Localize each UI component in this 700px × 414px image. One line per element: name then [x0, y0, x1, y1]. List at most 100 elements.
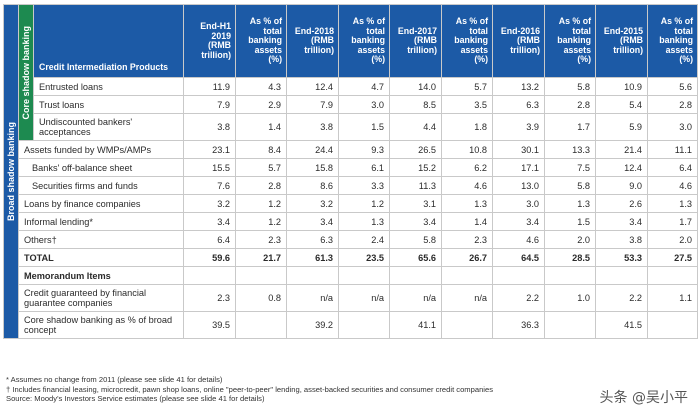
table-cell: 3.0	[492, 194, 545, 213]
table-cell: 27.5	[647, 248, 698, 267]
table-cell: 1.3	[544, 194, 596, 213]
table-cell: 12.4	[595, 158, 648, 177]
table-row: Entrusted loans 11.9 4.3 12.4 4.7 14.0 5.7 13.2…	[4, 77, 698, 96]
footnotes: * Assumes no change from 2011 (please se…	[6, 375, 493, 404]
table-cell: 15.8	[286, 158, 339, 177]
table-cell: 6.4	[647, 158, 698, 177]
table-cell: 41.1	[389, 311, 442, 339]
table-cell: 10.8	[441, 140, 493, 159]
table-cell: 7.9	[286, 95, 339, 114]
table-cell: n/a	[389, 284, 442, 312]
table-cell: 1.7	[544, 113, 596, 141]
table-cell: 39.5	[183, 311, 236, 339]
table-cell: 3.8	[595, 230, 648, 249]
table-cell: 5.8	[544, 77, 596, 96]
header-col: End-2018 (RMB trillion)	[286, 4, 339, 78]
table-cell: 1.3	[647, 194, 698, 213]
table-cell: 3.8	[286, 113, 339, 141]
table-cell: 53.3	[595, 248, 648, 267]
table-row: Assets funded by WMPs/AMPs 23.1 8.4 24.4 9.3…	[4, 140, 698, 159]
table-row: Trust loans 7.9 2.9 7.9 3.0 8.5 3.5 6.3 2.8 5.4 2.…	[4, 95, 698, 114]
table-cell: 2.0	[544, 230, 596, 249]
row-label: Assets funded by WMPs/AMPs	[18, 140, 184, 159]
table-row: Banks' off-balance sheet 15.5 5.7 15.8 6.1 15…	[4, 158, 698, 177]
broad-shadow-banking-label: Broad shadow banking	[3, 4, 19, 339]
row-label: Banks' off-balance sheet	[18, 158, 184, 177]
table-cell: 21.4	[595, 140, 648, 159]
table-cell: 1.3	[441, 194, 493, 213]
memo-row: Credit guaranteed by financial guarantee…	[4, 284, 698, 312]
table-row: Securities firms and funds 7.6 2.8 8.6 3.3 11…	[4, 176, 698, 195]
table-row: Informal lending* 3.4 1.2 3.4 1.3 3.4 1.4 3.4 1.…	[4, 212, 698, 231]
table-cell: 3.4	[595, 212, 648, 231]
table-cell: 1.0	[544, 284, 596, 312]
table-cell: 23.5	[338, 248, 390, 267]
row-label: Informal lending*	[18, 212, 184, 231]
table-cell: 1.8	[441, 113, 493, 141]
table-cell: 15.5	[183, 158, 236, 177]
header-col: As % of total banking assets (%)	[544, 4, 596, 78]
memo-title: Memorandum Items	[18, 266, 184, 285]
table-cell: 5.6	[647, 77, 698, 96]
footnote: Source: Moody's Investors Service estima…	[6, 394, 265, 403]
table-cell: 2.8	[235, 176, 287, 195]
header-col: End-2017 (RMB trillion)	[389, 4, 442, 78]
table-cell: 4.6	[492, 230, 545, 249]
table-cell: 2.8	[647, 95, 698, 114]
table-cell: 3.0	[338, 95, 390, 114]
table-cell: 3.4	[492, 212, 545, 231]
table-cell: 5.8	[389, 230, 442, 249]
table-cell: 2.3	[183, 284, 236, 312]
table-cell: 5.9	[595, 113, 648, 141]
table-cell: 13.0	[492, 176, 545, 195]
table-cell: 3.3	[338, 176, 390, 195]
table-cell: 3.9	[492, 113, 545, 141]
table-row: Undiscounted bankers' acceptances 3.8 1.4 3…	[4, 113, 698, 141]
table-cell: 11.9	[183, 77, 236, 96]
table-cell: 2.3	[441, 230, 493, 249]
table-cell: 28.5	[544, 248, 596, 267]
watermark: 头条 @吴小平	[599, 390, 688, 406]
table-cell: 15.2	[389, 158, 442, 177]
table-cell: 1.5	[338, 113, 390, 141]
row-label: Securities firms and funds	[18, 176, 184, 195]
table-cell: 4.7	[338, 77, 390, 96]
table-cell: 23.1	[183, 140, 236, 159]
table-cell: n/a	[286, 284, 339, 312]
table-cell: 6.3	[286, 230, 339, 249]
table-cell: 41.5	[595, 311, 648, 339]
table-cell: 1.4	[441, 212, 493, 231]
row-label: Entrusted loans	[33, 77, 184, 96]
header-col: End-2015 (RMB trillion)	[595, 4, 648, 78]
table-cell: 3.8	[183, 113, 236, 141]
table-cell: 5.7	[235, 158, 287, 177]
table-cell	[338, 311, 390, 339]
table-cell: 1.7	[647, 212, 698, 231]
table-cell: 8.4	[235, 140, 287, 159]
header-col: As % of total banking assets (%)	[235, 4, 287, 78]
header-col: As % of total banking assets (%)	[338, 4, 390, 78]
table-cell: 1.1	[647, 284, 698, 312]
header-col: End-H1 2019 (RMB trillion)	[183, 4, 236, 78]
table-cell: 8.5	[389, 95, 442, 114]
table-cell: 6.3	[492, 95, 545, 114]
header-col: End-2016 (RMB trillion)	[492, 4, 545, 78]
row-label: Trust loans	[33, 95, 184, 114]
table-cell: 1.2	[235, 212, 287, 231]
table-cell: 17.1	[492, 158, 545, 177]
table-cell: 7.9	[183, 95, 236, 114]
table-cell: 5.4	[595, 95, 648, 114]
table-cell: 21.7	[235, 248, 287, 267]
table-cell: 3.2	[286, 194, 339, 213]
footnote: * Assumes no change from 2011 (please se…	[6, 375, 223, 384]
table-cell: 3.4	[286, 212, 339, 231]
table-cell: 6.2	[441, 158, 493, 177]
shadow-banking-table: Broad shadow banking Core shadow banking…	[3, 4, 698, 339]
row-label: Others†	[18, 230, 184, 249]
table-row: Others† 6.4 2.3 6.3 2.4 5.8 2.3 4.6 2.0 3.8 2.0	[4, 230, 698, 249]
table-cell: 39.2	[286, 311, 339, 339]
table-cell: 6.4	[183, 230, 236, 249]
table-cell: 2.0	[647, 230, 698, 249]
table-cell: 36.3	[492, 311, 545, 339]
table-cell	[441, 311, 493, 339]
